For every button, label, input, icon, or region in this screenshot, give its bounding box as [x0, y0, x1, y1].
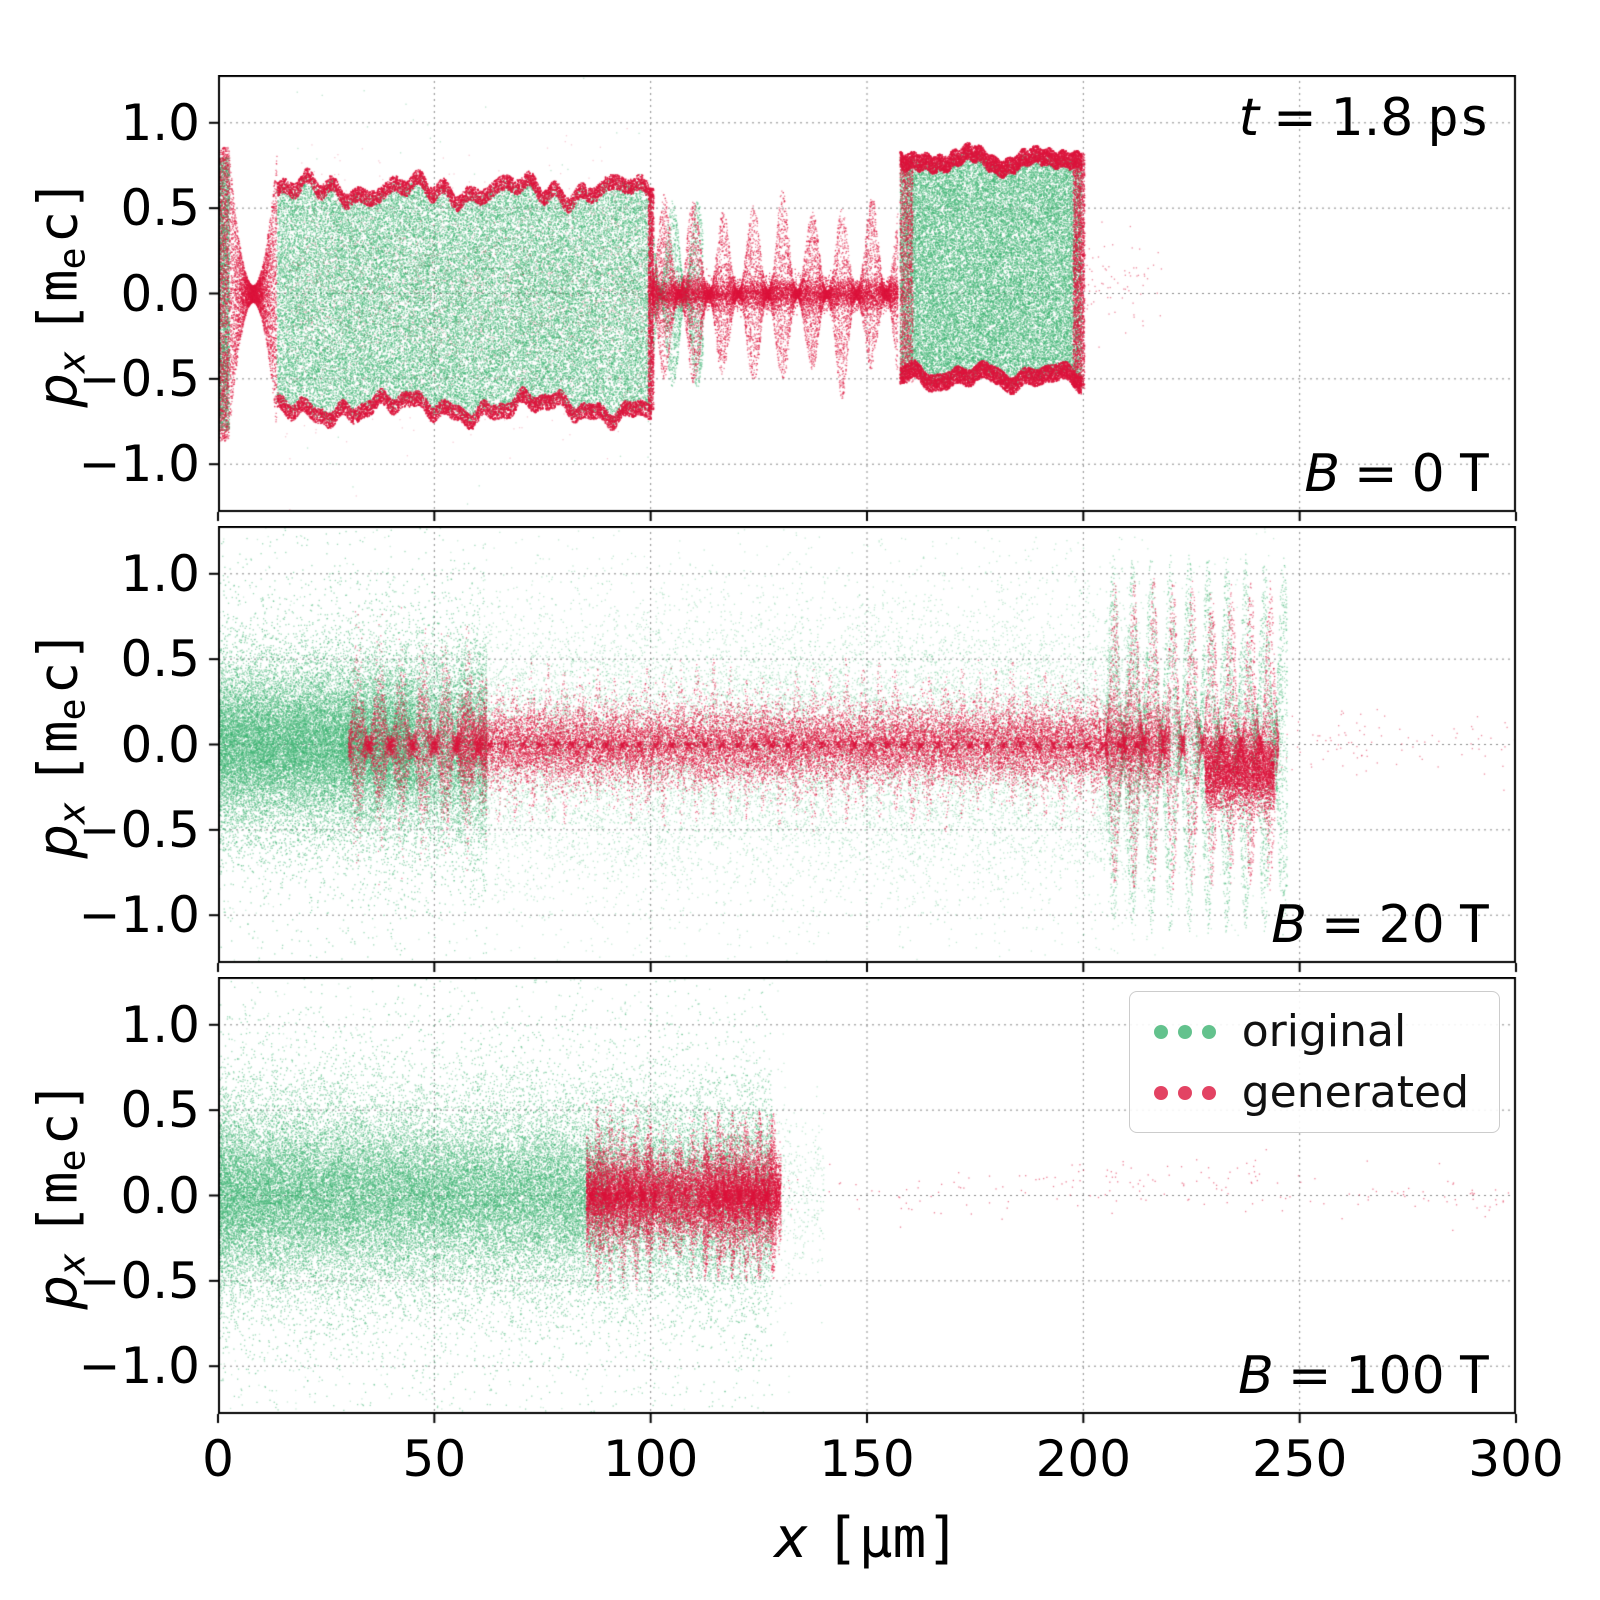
legend-marker-dot-icon — [1201, 1085, 1216, 1100]
x-tick-label: 250 — [1251, 1430, 1348, 1488]
x-tick-label: 0 — [202, 1430, 234, 1488]
legend-marker-dot-icon — [1201, 1024, 1216, 1039]
panel-b20-label: B = 20 T — [1271, 895, 1490, 955]
x-tick-label: 200 — [1035, 1430, 1132, 1488]
legend-marker-dot-icon — [1153, 1085, 1168, 1100]
y-tick-label: 0.0 — [120, 1166, 200, 1225]
legend: original generated — [1128, 991, 1500, 1133]
y-tick-label: −1.0 — [78, 1337, 200, 1396]
panel-b20 — [204, 526, 1518, 975]
y-tick-label: −0.5 — [78, 800, 200, 859]
y-tick-label: 0.0 — [120, 264, 200, 323]
y-tick-label: −1.0 — [78, 435, 200, 494]
y-tick-label: −0.5 — [78, 1251, 200, 1310]
y-tick-label: −0.5 — [78, 349, 200, 408]
x-tick-label: 300 — [1468, 1430, 1564, 1488]
panel-b0-label: B = 0 T — [1304, 444, 1490, 504]
x-axis-label: x [μm] — [774, 1506, 960, 1571]
x-tick-label: 150 — [819, 1430, 915, 1488]
panel-b20-canvas — [204, 526, 1518, 975]
legend-entry: original — [1153, 1006, 1469, 1057]
legend-marker-dot-icon — [1177, 1024, 1192, 1039]
legend-marker-dot-icon — [1153, 1024, 1168, 1039]
legend-entry: generated — [1153, 1067, 1469, 1118]
time-annotation: t = 1.8 ps — [1238, 88, 1490, 148]
panel-b100-label: B = 100 T — [1238, 1346, 1490, 1406]
legend-entry-label: original — [1241, 1006, 1407, 1057]
legend-entry-label: generated — [1241, 1067, 1469, 1118]
y-tick-label: 0.5 — [120, 179, 200, 238]
legend-marker-dot-icon — [1177, 1085, 1192, 1100]
y-tick-label: −1.0 — [78, 886, 200, 945]
y-tick-label: 1.0 — [120, 93, 200, 152]
panel-b0 — [204, 75, 1518, 524]
y-tick-label: 0.0 — [120, 715, 200, 774]
panel-b0-canvas — [204, 75, 1518, 524]
x-tick-label: 100 — [602, 1430, 699, 1488]
y-tick-label: 0.5 — [120, 630, 200, 689]
x-tick-label: 50 — [402, 1430, 467, 1488]
y-tick-label: 0.5 — [120, 1081, 200, 1140]
y-tick-label: 1.0 — [120, 995, 200, 1054]
y-tick-label: 1.0 — [120, 544, 200, 603]
